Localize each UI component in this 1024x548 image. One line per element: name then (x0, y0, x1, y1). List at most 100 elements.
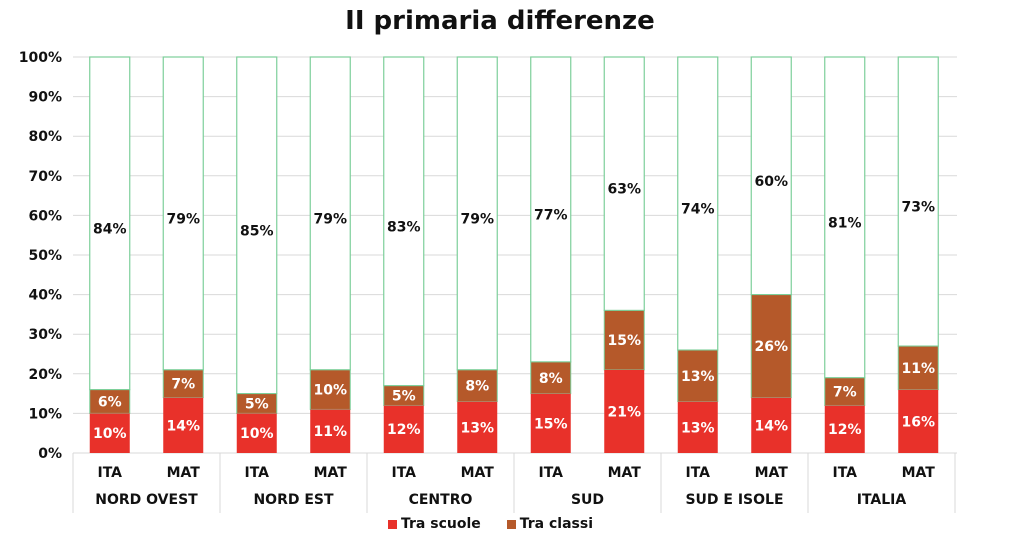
data-label-tra-scuole: 11% (313, 424, 347, 440)
legend-swatch-tra-classi (506, 519, 516, 529)
y-tick-label: 60% (28, 208, 62, 224)
data-label-tra-scuole: 14% (166, 418, 200, 434)
data-label-tra-scuole: 13% (681, 420, 715, 436)
data-label-tra-classi: 7% (171, 377, 195, 393)
x-group-label: SUD (571, 492, 604, 508)
bar-segment-tra-scuole (898, 389, 939, 453)
legend-item-tra-scuole: Tra scuole (388, 516, 481, 532)
data-label-tra-classi: 11% (901, 361, 935, 377)
data-label-tra-classi: 5% (245, 397, 269, 413)
x-group-label: NORD EST (253, 492, 334, 508)
y-tick-label: 10% (28, 406, 62, 422)
x-tick-label: ITA (685, 465, 710, 481)
y-tick-label: 40% (28, 288, 62, 304)
x-tick-label: ITA (97, 465, 122, 481)
y-tick-label: 30% (28, 327, 62, 343)
bar-segment-tra-scuole (604, 369, 645, 453)
bar-segment-remainder (456, 56, 498, 371)
bar-segment-tra-scuole (89, 413, 130, 453)
y-tick-label: 50% (28, 248, 62, 264)
bar-segment-remainder (236, 56, 278, 395)
bar-segment-tra-scuole (310, 409, 351, 453)
bar-segment-tra-classi (897, 345, 939, 391)
y-tick-label: 20% (28, 367, 62, 383)
bar-segment-tra-classi (309, 369, 351, 410)
bar-segment-tra-classi (603, 309, 645, 371)
data-label-remainder: 79% (460, 211, 494, 227)
y-tick-label: 0% (38, 446, 62, 462)
data-label-tra-classi: 6% (98, 395, 122, 411)
data-label-tra-scuole: 13% (460, 420, 494, 436)
x-tick-label: MAT (461, 465, 495, 481)
bar-segment-remainder (309, 56, 351, 371)
data-label-remainder: 85% (240, 223, 274, 239)
bar-segment-tra-scuole (824, 405, 865, 453)
bar-segment-tra-scuole (383, 405, 424, 453)
data-label-remainder: 74% (681, 202, 715, 218)
x-group-label: ITALIA (857, 492, 907, 508)
legend-swatch-tra-scuole (388, 519, 397, 529)
data-label-tra-scuole: 12% (387, 422, 421, 438)
bar-segment-tra-classi (750, 294, 792, 399)
bar-segment-tra-scuole (677, 401, 718, 453)
data-label-tra-scuole: 21% (607, 404, 641, 420)
data-label-remainder: 63% (607, 182, 641, 198)
x-tick-label: ITA (832, 465, 857, 481)
data-label-remainder: 79% (166, 211, 200, 227)
x-group-label: NORD OVEST (95, 492, 198, 508)
x-group-label: SUD E ISOLE (685, 492, 783, 508)
data-label-tra-classi: 7% (833, 385, 857, 401)
chart-title: II primaria differenze (345, 6, 655, 36)
data-label-tra-classi: 15% (607, 333, 641, 349)
x-tick-label: MAT (755, 465, 789, 481)
data-label-remainder: 81% (828, 215, 862, 231)
bar-segment-tra-scuole (163, 397, 204, 453)
bar-segment-remainder (750, 56, 792, 296)
bar-segment-remainder (162, 56, 204, 371)
bar-segment-remainder (530, 56, 572, 363)
x-tick-label: MAT (902, 465, 936, 481)
data-label-tra-scuole: 10% (93, 426, 127, 442)
bar-segment-tra-scuole (751, 397, 792, 453)
legend-label-tra-scuole: Tra scuole (401, 516, 481, 532)
bar-segment-tra-classi (677, 349, 719, 403)
bar-segment-remainder (383, 56, 425, 387)
data-label-remainder: 60% (754, 174, 788, 190)
data-label-tra-classi: 26% (754, 339, 788, 355)
data-label-remainder: 73% (901, 200, 935, 216)
bar-segment-tra-scuole (457, 401, 498, 453)
x-tick-label: ITA (538, 465, 563, 481)
x-tick-label: ITA (244, 465, 269, 481)
data-label-tra-scuole: 16% (901, 414, 935, 430)
data-label-tra-scuole: 15% (534, 416, 568, 432)
bar-segment-tra-classi (162, 369, 204, 399)
data-label-tra-classi: 13% (681, 369, 715, 385)
bar-segment-tra-scuole (530, 393, 571, 453)
x-group-label: CENTRO (409, 492, 473, 508)
data-label-remainder: 84% (93, 221, 127, 237)
x-tick-label: ITA (391, 465, 416, 481)
bar-segment-remainder (89, 56, 131, 391)
bar-segment-tra-classi (456, 369, 498, 403)
data-label-tra-classi: 10% (313, 383, 347, 399)
x-tick-label: MAT (314, 465, 348, 481)
bar-segment-tra-scuole (236, 413, 277, 453)
data-label-tra-scuole: 10% (240, 426, 274, 442)
data-label-remainder: 77% (534, 207, 568, 223)
x-tick-label: MAT (167, 465, 201, 481)
y-tick-label: 80% (28, 129, 62, 145)
data-label-tra-scuole: 12% (828, 422, 862, 438)
bar-segment-remainder (897, 56, 939, 347)
data-label-remainder: 83% (387, 219, 421, 235)
y-tick-label: 100% (19, 50, 62, 66)
data-label-tra-classi: 8% (539, 371, 563, 387)
legend-item-tra-classi: Tra classi (506, 516, 593, 532)
data-label-tra-classi: 5% (392, 389, 416, 405)
data-label-tra-scuole: 14% (754, 418, 788, 434)
x-tick-label: MAT (608, 465, 642, 481)
legend-label-tra-classi: Tra classi (519, 516, 593, 532)
bar-segment-remainder (677, 56, 719, 351)
data-label-remainder: 79% (313, 211, 347, 227)
legend: Tra scuole Tra classi (388, 516, 593, 532)
